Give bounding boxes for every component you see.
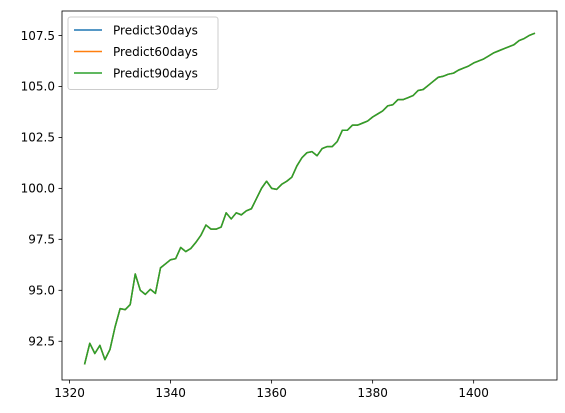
x-tick-label: 1320 <box>54 386 85 400</box>
legend-label-predict90days: Predict90days <box>113 66 198 80</box>
x-tick-label: 1400 <box>458 386 489 400</box>
y-tick-label: 97.5 <box>28 233 55 247</box>
y-tick-label: 100.0 <box>21 182 55 196</box>
x-tick-label: 1380 <box>357 386 388 400</box>
y-tick-label: 95.0 <box>28 284 55 298</box>
series-line-predict90days <box>83 32 536 365</box>
x-tick-label: 1340 <box>155 386 186 400</box>
x-axis: 1320 1340 1360 1380 1400 <box>54 380 489 400</box>
y-axis: 92.5 95.0 97.5 100.0 102.5 105.0 107.5 <box>21 29 62 349</box>
x-tick-label: 1360 <box>256 386 287 400</box>
y-tick-label: 92.5 <box>28 335 55 349</box>
legend-label-predict30days: Predict30days <box>113 23 198 37</box>
legend: Predict30days Predict60days Predict90days <box>67 16 219 90</box>
series-layer <box>83 32 536 365</box>
legend-box <box>67 16 219 90</box>
y-tick-label: 107.5 <box>21 29 55 43</box>
axes-layer <box>61 10 558 381</box>
axes-frame <box>61 10 558 381</box>
legend-label-predict60days: Predict60days <box>113 45 198 59</box>
y-tick-label: 105.0 <box>21 80 55 94</box>
y-tick-label: 102.5 <box>21 131 55 145</box>
